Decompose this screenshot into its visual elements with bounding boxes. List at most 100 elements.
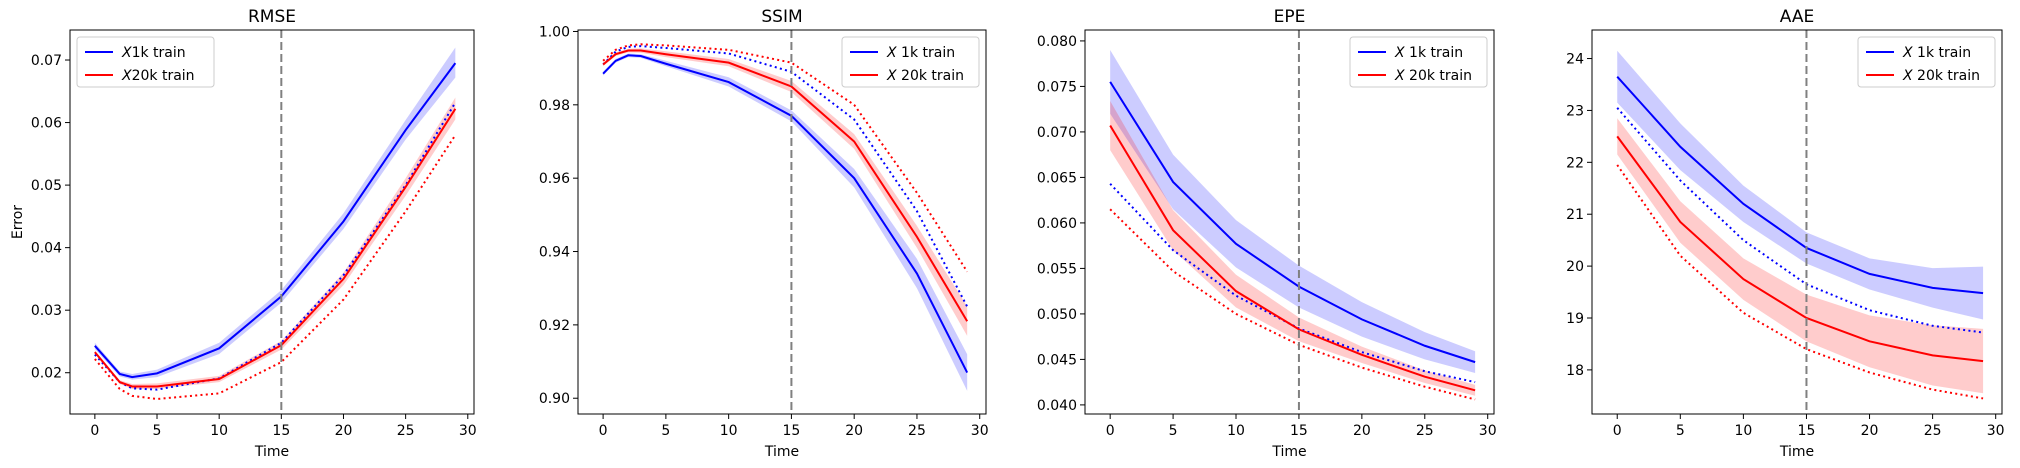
series-line-0 (94, 62, 457, 379)
plot-frame (1591, 29, 2003, 415)
chart-title: EPE (1274, 7, 1306, 27)
x-tick-label: 10 (210, 423, 228, 439)
legend-entry: X1k train (121, 45, 186, 61)
y-tick-label: 22 (1566, 155, 1584, 171)
chart-title: AAE (1780, 7, 1814, 27)
x-tick-label: 10 (720, 423, 738, 439)
y-tick-label: 23 (1566, 103, 1584, 119)
legend-entry: X 1k train (1902, 45, 1971, 61)
y-tick-label: 0.02 (31, 366, 62, 382)
confidence-band-0 (1617, 50, 1984, 320)
x-tick-label: 20 (1353, 423, 1371, 439)
y-tick-label: 0.065 (1037, 170, 1077, 186)
y-tick-label: 0.040 (1037, 398, 1077, 414)
confidence-band-1 (603, 48, 968, 336)
legend: X 1k train X 20k train (1857, 36, 1996, 88)
legend-entry: X 20k train (1902, 68, 1980, 84)
y-tick-label: 24 (1566, 52, 1584, 68)
chart-title: SSIM (761, 7, 802, 27)
y-tick-label: 0.080 (1037, 34, 1077, 50)
confidence-band-1 (1617, 118, 1984, 394)
x-tick-label: 0 (599, 423, 608, 439)
y-tick-label: 0.050 (1037, 307, 1077, 323)
x-axis-label: Time (764, 444, 799, 460)
y-tick-label: 0.06 (31, 116, 62, 132)
x-tick-label: 10 (1227, 423, 1245, 439)
confidence-band-0 (94, 47, 456, 380)
y-tick-label: 1.00 (539, 24, 570, 40)
legend-entry: X 1k train (1394, 45, 1463, 61)
plot-frame (577, 29, 987, 415)
series-line-1 (94, 108, 457, 388)
chart-panel-epe: 0 5 10 15 20 25 30 0.040 0.045 0.050 0.055 0.060 0.0… (1037, 7, 1497, 460)
y-tick-label: 0.070 (1037, 125, 1077, 141)
y-tick-label: 0.94 (539, 245, 570, 261)
x-tick-label: 0 (90, 423, 99, 439)
y-tick-label: 20 (1566, 259, 1584, 275)
x-tick-label: 5 (661, 423, 670, 439)
y-tick-label: 0.055 (1037, 261, 1077, 277)
y-tick-label: 0.92 (539, 318, 570, 334)
chart-panel-ssim: 0 5 10 15 20 25 30 0.90 0.92 0.94 0.96 0.98 1.00 SSIM… (539, 7, 989, 460)
x-tick-label: 25 (1924, 423, 1942, 439)
x-tick-label: 20 (845, 423, 863, 439)
y-tick-label: 18 (1566, 363, 1584, 379)
series-line-1 (1109, 125, 1476, 392)
plot-frame (69, 29, 475, 415)
legend: X 1k train X 20k train (841, 36, 980, 88)
dotted-series-1 (94, 134, 457, 400)
x-tick-label: 15 (1798, 423, 1816, 439)
chart-title: RMSE (248, 7, 296, 27)
x-tick-label: 25 (1416, 423, 1434, 439)
x-axis-label: Time (1779, 444, 1814, 460)
x-tick-label: 20 (335, 423, 353, 439)
confidence-band-0 (1110, 50, 1476, 374)
legend-entry: X 20k train (886, 68, 964, 84)
x-tick-label: 5 (1169, 423, 1178, 439)
y-tick-label: 0.96 (539, 171, 570, 187)
x-tick-label: 15 (1290, 423, 1308, 439)
plot-frame (1084, 29, 1495, 415)
y-axis-label: Error (10, 205, 26, 239)
y-tick-label: 0.90 (539, 391, 570, 407)
legend-entry: X 1k train (886, 45, 955, 61)
x-tick-label: 30 (1987, 423, 2005, 439)
x-tick-label: 10 (1734, 423, 1752, 439)
y-tick-label: 0.045 (1037, 352, 1077, 368)
x-tick-label: 20 (1861, 423, 1879, 439)
x-tick-label: 0 (1613, 423, 1622, 439)
y-tick-label: 0.04 (31, 241, 62, 257)
y-tick-label: 0.07 (31, 53, 62, 69)
x-tick-label: 25 (908, 423, 926, 439)
x-tick-label: 5 (153, 423, 162, 439)
x-tick-label: 15 (272, 423, 290, 439)
y-tick-label: 21 (1566, 207, 1584, 223)
y-tick-label: 19 (1566, 311, 1584, 327)
series-line-0 (602, 54, 969, 374)
y-tick-label: 0.03 (31, 303, 62, 319)
series-line-1 (602, 49, 969, 322)
chart-panel-rmse: 0 5 10 15 20 25 30 0.02 0.03 0.04 0.05 0.06 0.07 RMSE… (10, 7, 477, 460)
x-tick-label: 30 (459, 423, 477, 439)
legend-entry: X 20k train (1394, 68, 1472, 84)
x-axis-label: Time (254, 444, 289, 460)
x-tick-label: 0 (1106, 423, 1115, 439)
x-tick-label: 30 (971, 423, 989, 439)
y-tick-label: 0.075 (1037, 79, 1077, 95)
legend: X1k train X20k train (76, 36, 215, 88)
confidence-band-1 (1110, 100, 1476, 396)
x-axis-label: Time (1271, 444, 1306, 460)
x-tick-label: 25 (397, 423, 415, 439)
legend-entry: X20k train (121, 68, 195, 84)
dotted-series-1 (602, 43, 969, 273)
x-tick-label: 15 (783, 423, 801, 439)
y-tick-label: 0.05 (31, 178, 62, 194)
y-tick-label: 0.98 (539, 98, 570, 114)
chart-panel-aae: 0 5 10 15 20 25 30 18 19 20 21 22 23 24 AAE Time X 1k tr… (1566, 7, 2004, 460)
x-tick-label: 30 (1479, 423, 1497, 439)
x-tick-label: 5 (1676, 423, 1685, 439)
legend: X 1k train X 20k train (1349, 36, 1488, 88)
series-line-0 (1616, 76, 1984, 295)
y-tick-label: 0.060 (1037, 216, 1077, 232)
